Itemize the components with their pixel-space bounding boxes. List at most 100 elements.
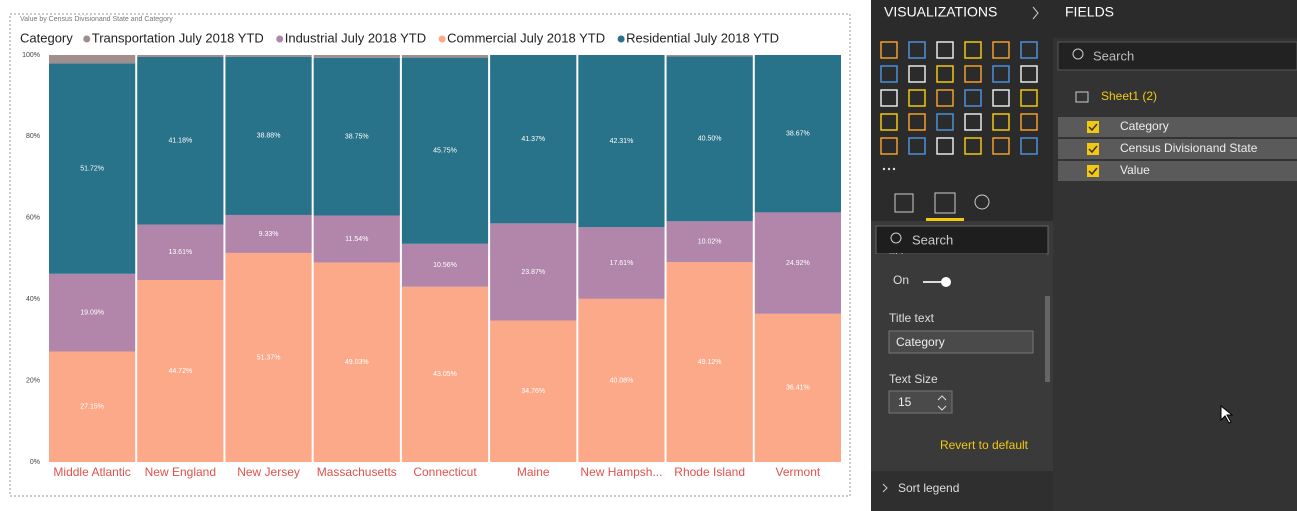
toggle-knob[interactable]: [941, 277, 951, 287]
visual-frame[interactable]: [9, 13, 851, 497]
data-label: 38.88%: [257, 133, 281, 140]
check: [1088, 145, 1098, 154]
visual-icon[interactable]: [992, 113, 1010, 131]
visual-icon[interactable]: [880, 41, 898, 59]
fields-header: [1053, 0, 1297, 38]
x-tick-label: Middle Atlantic: [53, 465, 130, 479]
visual-icon[interactable]: [908, 65, 926, 83]
bar-segment: [49, 55, 136, 64]
bar-segment: [313, 262, 400, 462]
bar-segment: [401, 243, 489, 287]
checkbox: [1087, 165, 1099, 177]
visual-icon[interactable]: [964, 89, 982, 107]
table-name[interactable]: Sheet1 (2): [1101, 89, 1157, 103]
tabs: [871, 185, 1053, 221]
data-label: 23.87%: [521, 269, 545, 276]
fields-search[interactable]: [1057, 41, 1297, 71]
bar-segment: [490, 223, 577, 321]
format-search[interactable]: [875, 225, 1049, 255]
visual-icon[interactable]: [992, 89, 1010, 107]
spinner[interactable]: [937, 395, 947, 411]
field-list: Category Census Divisionand State Value: [1058, 117, 1297, 181]
visual-icons: [880, 41, 1038, 171]
checkbox: [1087, 143, 1099, 155]
data-label: 10.02%: [698, 239, 722, 246]
field-name: Category: [1120, 119, 1169, 133]
data-label: 17.61%: [610, 260, 634, 267]
more-dot: [882, 167, 886, 171]
title-input[interactable]: [888, 330, 1034, 354]
search-placeholder: Search: [912, 232, 953, 247]
visual-icon[interactable]: [936, 113, 954, 131]
bar-segment: [754, 313, 841, 462]
visual-icon[interactable]: [964, 137, 982, 155]
x-tick-label: Connecticut: [413, 465, 477, 479]
y-tick-label: 20%: [26, 377, 40, 384]
visual-icon[interactable]: [880, 137, 898, 155]
visual-icon[interactable]: [964, 113, 982, 131]
scrollbar[interactable]: [1045, 296, 1050, 382]
sort-legend-row[interactable]: [871, 471, 1053, 511]
pane-title: FIELDS: [1065, 4, 1114, 20]
bar-segment: [313, 55, 400, 58]
visual-icon[interactable]: [908, 113, 926, 131]
y-tick-label: 0%: [30, 459, 40, 466]
fields-tab[interactable]: [894, 193, 914, 213]
bar-segment: [490, 55, 577, 224]
legend-label: Residential July 2018 YTD: [626, 30, 779, 45]
field-row: [1058, 139, 1297, 159]
clip: [871, 254, 1046, 262]
data-label: 42.31%: [610, 138, 634, 145]
legend-marker: [276, 35, 284, 43]
input-value: Category: [896, 335, 945, 349]
visual-icon[interactable]: [908, 137, 926, 155]
data-label: 49.03%: [345, 359, 369, 366]
y-tick-label: 100%: [22, 52, 40, 59]
data-label: 45.75%: [433, 148, 457, 155]
revert-link[interactable]: Revert to default: [940, 438, 1029, 452]
size-input[interactable]: [888, 390, 953, 414]
visual-icon[interactable]: [908, 89, 926, 107]
visual-icon[interactable]: [1020, 89, 1038, 107]
data-label: 40.50%: [698, 136, 722, 143]
analytics-tab[interactable]: [974, 194, 990, 210]
visual-icon[interactable]: [880, 113, 898, 131]
data-label: 44.72%: [168, 368, 192, 375]
data-label: 41.37%: [521, 136, 545, 143]
visual-icon[interactable]: [936, 41, 954, 59]
bar-segment: [578, 298, 665, 462]
cursor: [1220, 404, 1234, 424]
visual-icon[interactable]: [992, 137, 1010, 155]
x-tick-label: New England: [145, 465, 216, 479]
data-label: 19.09%: [80, 309, 104, 316]
bar-segment: [666, 55, 753, 57]
visual-icon[interactable]: [1020, 137, 1038, 155]
visual-icon[interactable]: [992, 41, 1010, 59]
checkbox: [1087, 121, 1099, 133]
visual-icon[interactable]: [936, 137, 954, 155]
format-tab[interactable]: [934, 192, 956, 214]
visual-icon[interactable]: [1020, 113, 1038, 131]
toggle-state: On: [893, 273, 909, 287]
bar-segment: [666, 262, 753, 462]
x-tick-label: Rhode Island: [674, 465, 745, 479]
visual-icon[interactable]: [1020, 65, 1038, 83]
visual-icon[interactable]: [908, 41, 926, 59]
field-row: [1058, 161, 1297, 181]
section-label: Sort legend: [898, 481, 959, 495]
visual-icon[interactable]: [880, 65, 898, 83]
visual-icon[interactable]: [936, 65, 954, 83]
data-label: 51.37%: [257, 354, 281, 361]
visual-icon[interactable]: [964, 41, 982, 59]
legend-title: Category: [20, 30, 73, 45]
visual-icon[interactable]: [1020, 41, 1038, 59]
visual-icon[interactable]: [880, 89, 898, 107]
check: [1088, 123, 1098, 132]
visual-icon[interactable]: [936, 89, 954, 107]
visual-icon[interactable]: [964, 65, 982, 83]
collapse-icon[interactable]: [1032, 6, 1039, 20]
field-name: Census Divisionand State: [1120, 141, 1258, 155]
visual-icon[interactable]: [992, 65, 1010, 83]
